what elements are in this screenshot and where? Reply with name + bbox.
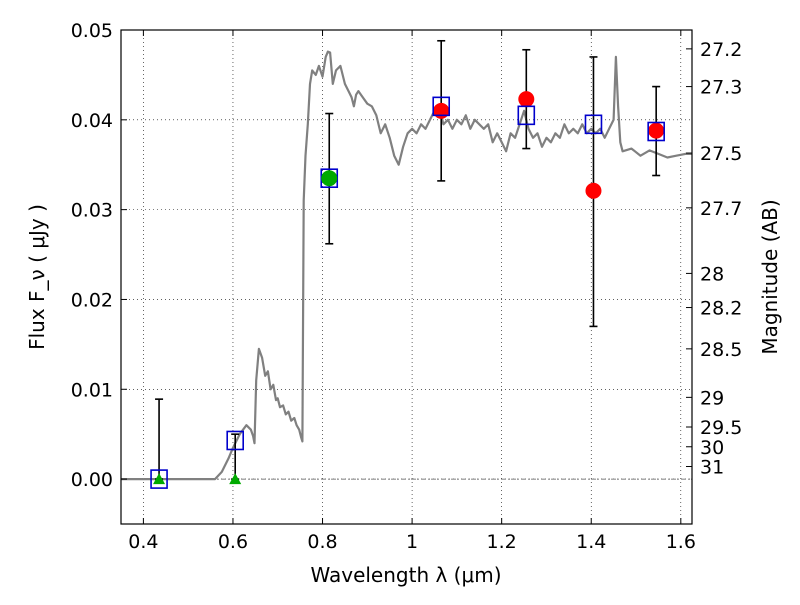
y-axis-label: Flux F_ν ( μJy ) [25,204,49,350]
blue-square-point [517,105,536,126]
y-tick-label: 0.00 [71,469,113,491]
y-tick-label: 0.01 [71,379,113,401]
green-triangle-point [229,473,242,485]
mag-tick-label: 27.7 [700,198,742,220]
mag-tick-label: 27.3 [700,77,742,99]
mag-tick-label: 28.5 [700,339,742,361]
blue-square-point [584,114,603,135]
mag-tick-label: 28 [700,263,724,285]
blue-square-point [226,430,244,451]
y-tick-label: 0.03 [71,200,113,222]
plot-area [121,39,692,489]
x-tick-label: 0.6 [218,531,248,553]
mag-tick-label: 28.2 [700,298,742,320]
mag-tick-label: 27.2 [700,39,742,61]
y-tick-label: 0.05 [71,20,113,42]
blue-square-point [432,96,451,117]
x-tick-label: 1.4 [576,531,606,553]
mag-tick-label: 29.5 [700,417,742,439]
y2-axis-label: Magnitude (AB) [758,199,782,354]
blue-square-point [150,469,168,489]
x-axis-label: Wavelength λ (μm) [310,563,501,587]
mag-tick-label: 29 [700,387,724,409]
red-circle-point [518,91,535,108]
x-tick-label: 1.6 [666,531,696,553]
plot-frame [120,29,693,525]
x-tick-label: 1.2 [487,531,517,553]
mag-tick-label: 30 [700,437,724,459]
x-tick-label: 0.8 [307,531,337,553]
green-circle-point [321,170,338,187]
y-tick-label: 0.02 [71,289,113,311]
red-circle-point [585,182,602,199]
model-spectrum-line [121,50,692,481]
red-circle-point [648,122,665,139]
mag-tick-label: 27.5 [700,143,742,165]
x-tick-label: 0.4 [128,531,158,553]
axes: 0.4 0.6 0.8 1 1.2 1.4 1.6 0.00 0.01 0.02 0.03 0.04 0… [71,20,743,553]
blue-square-point [647,121,665,142]
y-tick-label: 0.04 [71,110,113,132]
mag-tick-label: 31 [700,457,724,479]
x-tick-label: 1 [406,531,418,553]
green-triangle-point [153,473,166,485]
